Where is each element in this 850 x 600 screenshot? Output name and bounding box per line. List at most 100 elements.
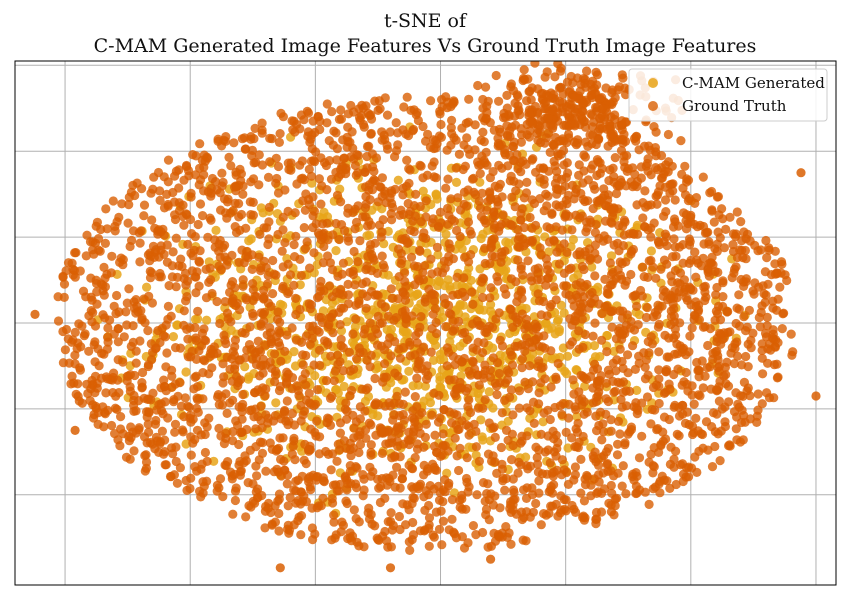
point-ground-truth	[743, 383, 753, 393]
point-ground-truth	[643, 166, 653, 176]
point-ground-truth	[596, 371, 606, 381]
point-ground-truth	[539, 331, 549, 341]
point-ground-truth	[657, 301, 667, 311]
point-ground-truth	[531, 323, 541, 334]
point-ground-truth	[316, 199, 326, 209]
point-ground-truth	[164, 281, 174, 291]
point-ground-truth	[70, 248, 80, 258]
point-ground-truth	[248, 279, 258, 289]
point-ground-truth	[587, 85, 597, 95]
point-ground-truth	[680, 190, 691, 200]
point-ground-truth	[721, 224, 731, 234]
point-ground-truth	[301, 380, 311, 390]
point-ground-truth	[507, 455, 517, 465]
point-ground-truth	[365, 195, 375, 205]
point-ground-truth	[221, 461, 231, 471]
point-ground-truth	[668, 293, 679, 303]
point-ground-truth	[641, 312, 652, 323]
point-ground-truth	[694, 300, 704, 310]
point-ground-truth	[59, 279, 70, 289]
point-ground-truth	[111, 309, 121, 319]
point-ground-truth	[95, 246, 105, 256]
point-ground-truth	[518, 270, 528, 280]
point-ground-truth	[289, 240, 299, 250]
point-ground-truth	[181, 475, 191, 486]
point-ground-truth	[734, 290, 744, 300]
point-ground-truth	[543, 91, 553, 101]
point-ground-truth	[572, 427, 583, 437]
point-ground-truth	[374, 96, 384, 106]
point-ground-truth	[316, 501, 326, 511]
point-ground-truth	[274, 508, 284, 519]
point-ground-truth	[481, 113, 491, 123]
point-ground-truth	[321, 376, 332, 386]
point-ground-truth	[341, 398, 351, 408]
point-cmam-generated	[563, 443, 573, 453]
point-ground-truth	[523, 256, 533, 266]
point-ground-truth	[156, 399, 166, 409]
point-ground-truth	[421, 367, 431, 377]
point-ground-truth	[291, 335, 301, 345]
point-ground-truth	[147, 298, 157, 308]
point-ground-truth	[514, 457, 524, 467]
point-ground-truth	[556, 505, 566, 515]
point-ground-truth	[685, 331, 695, 341]
point-cmam-generated	[307, 178, 317, 188]
point-ground-truth	[355, 430, 365, 440]
point-cmam-generated	[382, 325, 392, 335]
point-ground-truth	[592, 70, 603, 80]
point-ground-truth	[543, 431, 553, 441]
point-ground-truth	[748, 286, 758, 296]
point-ground-truth	[343, 203, 353, 213]
point-ground-truth	[598, 468, 608, 478]
point-ground-truth	[377, 127, 387, 137]
point-ground-truth	[336, 114, 346, 124]
point-ground-truth	[226, 161, 236, 171]
point-ground-truth	[267, 337, 277, 347]
point-ground-truth	[112, 404, 122, 414]
point-ground-truth	[180, 393, 190, 403]
point-ground-truth	[768, 329, 778, 339]
point-ground-truth	[241, 512, 251, 522]
point-ground-truth	[629, 325, 640, 335]
legend-marker-ground-truth	[648, 101, 658, 111]
point-ground-truth	[682, 174, 692, 184]
point-ground-truth	[318, 258, 328, 268]
point-ground-truth	[349, 107, 359, 117]
point-ground-truth	[254, 180, 264, 190]
point-ground-truth	[167, 261, 177, 271]
point-ground-truth	[579, 515, 590, 525]
point-ground-truth	[658, 285, 669, 295]
point-ground-truth	[305, 263, 315, 273]
point-ground-truth	[360, 203, 370, 213]
point-ground-truth	[705, 324, 715, 334]
point-ground-truth	[574, 387, 584, 397]
point-ground-truth	[451, 533, 461, 543]
point-ground-truth	[280, 405, 290, 416]
point-ground-truth	[348, 329, 358, 339]
point-ground-truth	[360, 212, 370, 222]
point-ground-truth	[405, 545, 415, 556]
point-ground-truth	[323, 251, 333, 261]
point-ground-truth	[426, 96, 436, 106]
point-ground-truth	[759, 289, 769, 299]
point-ground-truth	[727, 343, 737, 353]
point-ground-truth	[570, 462, 581, 472]
point-ground-truth	[251, 424, 261, 434]
point-ground-truth	[322, 99, 332, 109]
point-ground-truth	[602, 288, 612, 298]
point-ground-truth	[265, 133, 275, 143]
point-ground-truth	[100, 313, 110, 323]
point-ground-truth	[109, 301, 119, 311]
point-ground-truth	[615, 429, 625, 439]
point-ground-truth	[529, 418, 539, 428]
point-ground-truth	[502, 90, 512, 100]
point-ground-truth	[636, 173, 647, 183]
point-ground-truth	[715, 233, 725, 243]
point-ground-truth	[347, 385, 357, 396]
point-ground-truth	[690, 452, 700, 462]
point-ground-truth	[411, 189, 421, 199]
point-ground-truth	[712, 192, 723, 202]
point-ground-truth	[667, 277, 677, 287]
point-ground-truth	[504, 126, 515, 136]
